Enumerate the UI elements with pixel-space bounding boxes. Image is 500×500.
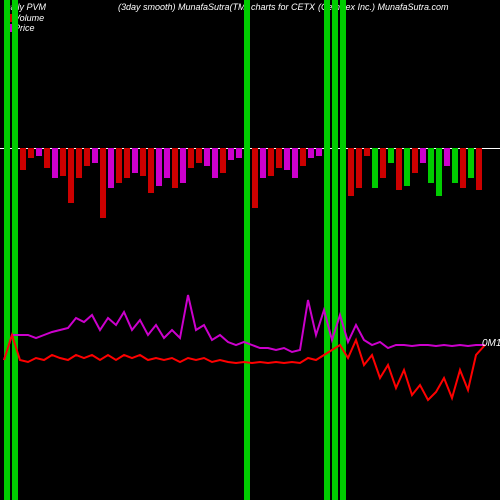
pvm-bar — [84, 148, 90, 166]
pvm-bar — [332, 148, 338, 500]
pvm-bar — [364, 148, 370, 156]
pvm-bar — [172, 148, 178, 188]
pvm-bar — [212, 148, 218, 178]
pvm-bar — [156, 148, 162, 186]
pvm-bar — [324, 148, 330, 500]
pvm-bar — [92, 148, 98, 163]
pvm-bar — [332, 0, 338, 148]
pvm-bar — [220, 148, 226, 173]
pvm-bar — [276, 148, 282, 168]
pvm-bar — [292, 148, 298, 178]
pvm-bar — [116, 148, 122, 183]
pvm-bar — [4, 148, 10, 500]
pvm-bar — [340, 148, 346, 500]
pvm-bar — [12, 0, 18, 148]
pvm-bar — [428, 148, 434, 183]
pvm-bar — [348, 148, 354, 196]
pvm-bar — [52, 148, 58, 178]
pvm-bar — [316, 148, 322, 156]
pvm-bar — [228, 148, 234, 160]
pvm-bar — [356, 148, 362, 188]
pvm-bar — [108, 148, 114, 188]
pvm-bar — [124, 148, 130, 178]
pvm-bar — [244, 148, 250, 500]
pvm-bar — [436, 148, 442, 196]
pvm-bar — [396, 148, 402, 190]
pvm-bar — [372, 148, 378, 188]
pvm-bar — [4, 0, 10, 148]
pvm-chart: 0M1 — [0, 0, 500, 500]
pvm-bar — [36, 148, 42, 156]
pvm-bar — [460, 148, 466, 188]
pvm-bar — [284, 148, 290, 170]
pvm-bar — [260, 148, 266, 178]
pvm-bar — [60, 148, 66, 176]
pvm-bar — [388, 148, 394, 163]
pvm-bar — [340, 0, 346, 148]
pvm-bar — [204, 148, 210, 166]
pvm-bar — [308, 148, 314, 158]
pvm-bar — [236, 148, 242, 158]
lines-overlay — [0, 0, 500, 500]
pvm-bar — [132, 148, 138, 173]
pvm-bar — [268, 148, 274, 176]
pvm-bar — [444, 148, 450, 166]
pvm-bar — [420, 148, 426, 163]
pvm-bar — [20, 148, 26, 170]
pvm-bar — [404, 148, 410, 186]
pvm-bar — [188, 148, 194, 168]
pvm-bar — [468, 148, 474, 178]
pvm-bar — [244, 0, 250, 148]
pvm-bar — [44, 148, 50, 168]
pvm-bar — [12, 148, 18, 500]
pvm-bar — [196, 148, 202, 163]
chart-container: Daily PVM (3day smooth) MunafaSutra(TM) … — [0, 0, 500, 500]
pvm-bar — [68, 148, 74, 203]
pvm-bar — [452, 148, 458, 183]
pvm-bar — [252, 148, 258, 208]
pvm-bar — [412, 148, 418, 173]
pvm-bar — [28, 148, 34, 158]
pvm-bar — [380, 148, 386, 178]
axis-label: 0M1 — [482, 338, 500, 349]
pvm-bar — [476, 148, 482, 190]
pvm-bar — [100, 148, 106, 218]
pvm-bar — [140, 148, 146, 176]
pvm-bar — [148, 148, 154, 193]
pvm-bar — [180, 148, 186, 183]
pvm-bar — [76, 148, 82, 178]
pvm-bar — [300, 148, 306, 166]
pvm-bar — [324, 0, 330, 148]
pvm-bar — [164, 148, 170, 178]
